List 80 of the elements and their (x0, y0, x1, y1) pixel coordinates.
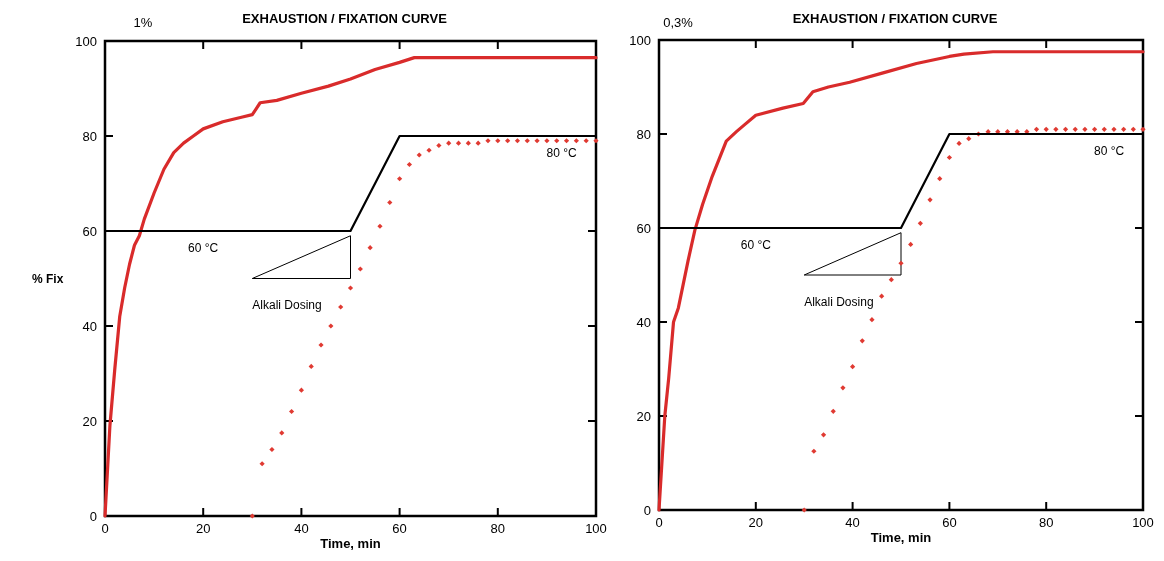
annotation: Alkali Dosing (804, 294, 874, 309)
point (1092, 126, 1098, 132)
x-tick-label: 100 (585, 521, 607, 536)
point (563, 138, 570, 144)
point (1033, 126, 1040, 132)
point (387, 199, 393, 206)
point (1043, 126, 1049, 132)
point (888, 277, 894, 283)
y-axis-title: % Fix (32, 271, 64, 286)
y-tick-label: 100 (75, 33, 97, 49)
point (347, 285, 354, 291)
point (830, 408, 836, 414)
x-tick-label: 80 (1038, 515, 1054, 530)
annotation: 80 °C (546, 146, 578, 161)
annotation: 80 °C (1094, 144, 1125, 159)
annotation: 60 °C (740, 238, 772, 253)
x-tick-label: 40 (845, 515, 860, 530)
point (966, 136, 972, 142)
point (820, 432, 827, 438)
y-tick-label: 80 (636, 126, 651, 142)
point (917, 220, 923, 226)
x-tick-label: 20 (195, 521, 211, 536)
point (879, 293, 885, 299)
x-tick-label: 100 (1132, 515, 1154, 530)
point (937, 176, 943, 182)
x-tick-label: 60 (942, 515, 957, 530)
point (367, 245, 373, 251)
point (406, 161, 413, 168)
x-tick-label: 0 (101, 521, 109, 536)
point (1101, 126, 1107, 132)
chart-title: EXHAUSTION / FIXATION CURVE (242, 11, 448, 26)
x-tick-label: 80 (490, 521, 506, 536)
y-tick-label: 40 (82, 318, 97, 334)
y-tick-label: 60 (636, 220, 651, 236)
point (465, 140, 471, 146)
point (859, 338, 865, 344)
point (436, 142, 442, 149)
chart-title: EXHAUSTION / FIXATION CURVE (792, 11, 998, 26)
point (946, 154, 952, 161)
point (1062, 126, 1069, 132)
x-tick-label: 0 (655, 515, 663, 530)
x-axis-title: Time, min (870, 530, 932, 545)
point (908, 241, 914, 248)
annotation: 60 °C (188, 241, 219, 256)
chart-subtitle: 1% (133, 15, 153, 30)
point (573, 138, 579, 144)
y-tick-label: 40 (636, 314, 651, 330)
y-tick-label: 20 (636, 408, 651, 424)
point (495, 138, 501, 144)
point (524, 138, 530, 144)
point (269, 446, 275, 453)
point (1130, 126, 1136, 132)
point (554, 138, 560, 144)
point (850, 364, 856, 370)
line-series (103, 56, 598, 518)
y-tick-label: 80 (82, 128, 97, 144)
point (514, 138, 521, 144)
x-tick-label: 40 (294, 521, 309, 536)
point (308, 363, 314, 369)
point (1072, 126, 1078, 132)
point (1121, 126, 1127, 132)
point (505, 138, 511, 144)
y-tick-label: 60 (82, 223, 97, 239)
y-tick-label: 100 (629, 32, 651, 48)
point (446, 140, 452, 146)
x-tick-label: 60 (392, 521, 407, 536)
y-tick-label: 0 (643, 502, 651, 518)
point (583, 138, 589, 144)
annotation: Alkali Dosing (252, 298, 322, 313)
chart-subtitle: 0,3% (663, 15, 694, 30)
point (455, 140, 462, 146)
x-axis-title: Time, min (320, 536, 381, 551)
point (956, 140, 962, 146)
point (1053, 126, 1059, 132)
point (288, 408, 295, 415)
y-tick-label: 20 (82, 413, 97, 429)
line-series (657, 50, 1145, 512)
x-tick-label: 20 (748, 515, 764, 530)
point (298, 387, 304, 393)
point (397, 176, 403, 182)
